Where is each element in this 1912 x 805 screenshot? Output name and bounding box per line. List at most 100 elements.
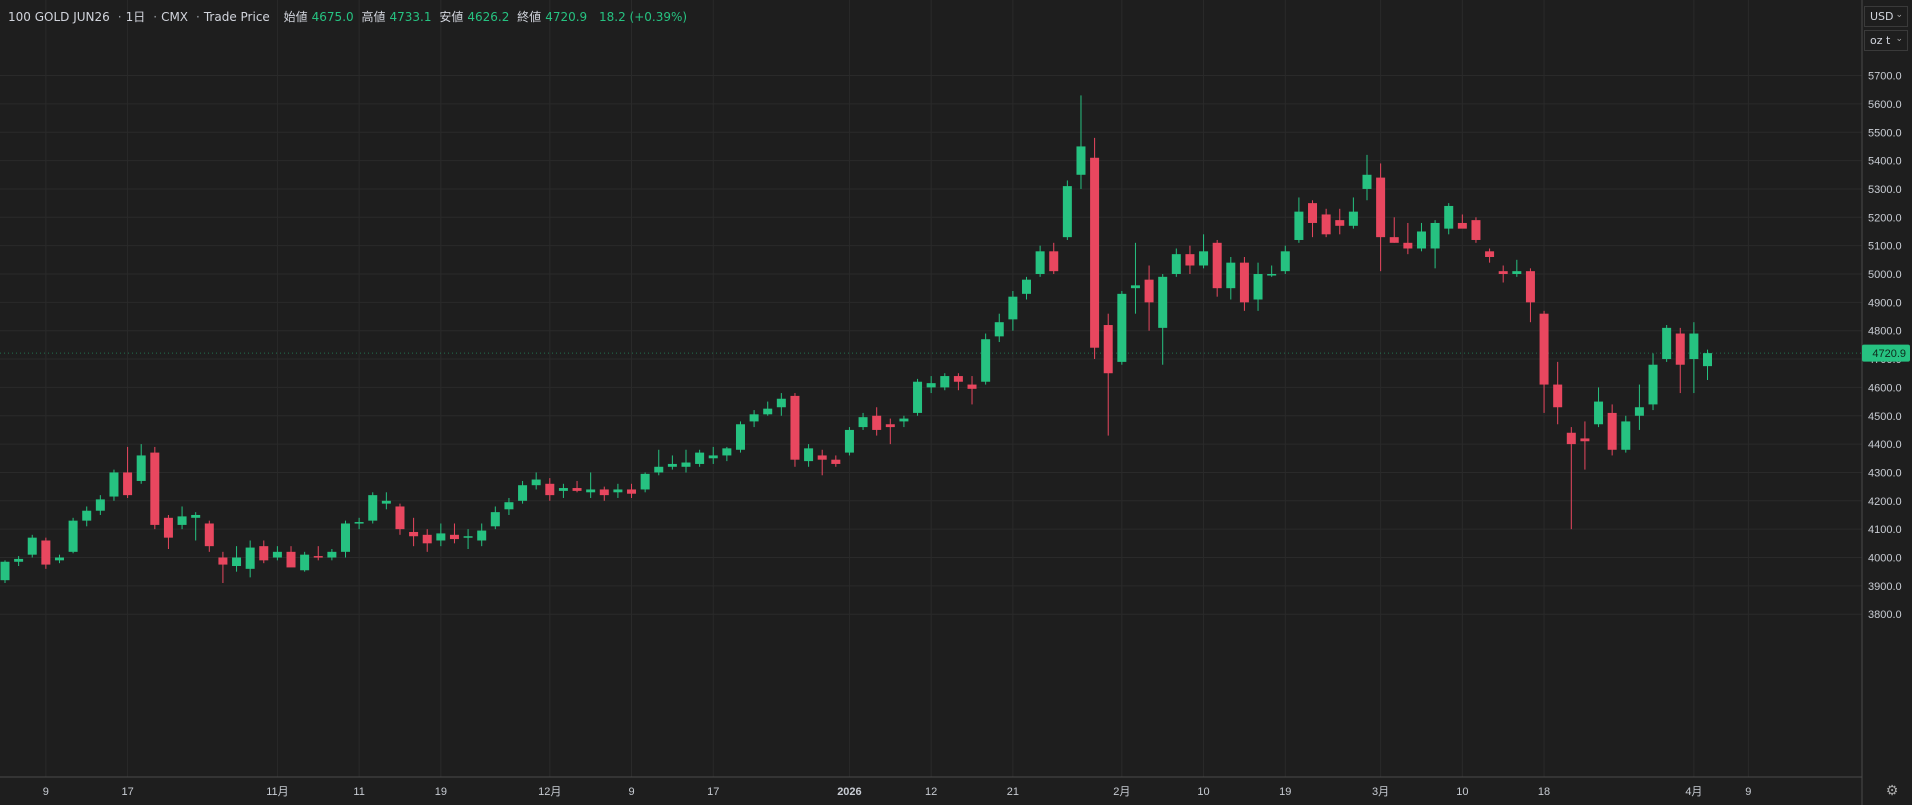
candle-body xyxy=(1485,251,1495,257)
candle-body xyxy=(1525,271,1535,303)
candle-body xyxy=(245,547,255,569)
settings-gear-icon[interactable]: ⚙ xyxy=(1885,783,1899,799)
candle xyxy=(232,546,242,572)
low-label: 安値 xyxy=(439,10,464,24)
candle-body xyxy=(449,534,459,540)
candle-body xyxy=(1253,274,1263,300)
x-tick-label: 2026 xyxy=(837,786,861,798)
high-value: 4733.1 xyxy=(389,10,432,24)
currency-dropdown[interactable]: USD ⌄ xyxy=(1864,6,1908,27)
candle xyxy=(1675,327,1685,394)
candle-body xyxy=(1648,364,1658,405)
candle xyxy=(1267,265,1277,277)
low-value: 4626.2 xyxy=(467,10,510,24)
candle xyxy=(667,455,677,470)
candle xyxy=(1703,349,1712,380)
candle-body xyxy=(1130,285,1140,289)
candle xyxy=(558,483,568,498)
candle xyxy=(95,495,105,515)
candle-body xyxy=(381,500,391,504)
candle-body xyxy=(136,455,146,481)
candle-body xyxy=(395,506,405,530)
candle xyxy=(913,378,923,416)
candle-body xyxy=(409,531,419,537)
unit-dropdown[interactable]: oz t ⌄ xyxy=(1864,30,1908,51)
candle xyxy=(123,446,133,498)
candle-body xyxy=(1607,412,1617,450)
candle-body xyxy=(1335,220,1345,226)
interval-label[interactable]: 1日 xyxy=(125,10,146,24)
candle xyxy=(395,503,405,535)
candle-body xyxy=(1226,262,1236,289)
x-tick-label: 11 xyxy=(353,786,364,798)
candle xyxy=(872,407,882,436)
candle xyxy=(967,376,977,405)
candle-body xyxy=(981,339,991,382)
candle-body xyxy=(885,424,895,428)
candle-body xyxy=(1022,279,1031,294)
candle-body xyxy=(1416,231,1426,249)
candle-body xyxy=(763,408,773,415)
candle xyxy=(504,497,514,515)
y-tick-label: 4800.0 xyxy=(1868,326,1902,338)
candle-body xyxy=(967,384,977,389)
symbol-name[interactable]: 100 GOLD JUN26 xyxy=(8,10,110,24)
candle xyxy=(1376,163,1386,272)
candle xyxy=(381,492,391,510)
x-tick-label: 9 xyxy=(43,786,49,798)
candle-body xyxy=(776,398,786,408)
candle-body xyxy=(1090,157,1100,348)
candle xyxy=(259,540,269,564)
candle-body xyxy=(1403,242,1413,249)
candle-body xyxy=(1580,438,1590,442)
candle-body xyxy=(1308,203,1318,223)
candle xyxy=(1158,274,1168,365)
candle-body xyxy=(1512,271,1522,274)
candle-body xyxy=(150,452,160,525)
candle-body xyxy=(341,523,350,552)
candle-body xyxy=(41,540,51,565)
candle xyxy=(1607,404,1617,456)
candle xyxy=(817,449,827,476)
candle xyxy=(1212,239,1222,297)
candle xyxy=(0,560,10,584)
candle xyxy=(1076,95,1086,189)
y-tick-label: 5200.0 xyxy=(1868,212,1902,224)
candle-body xyxy=(708,455,718,459)
x-tick-label: 10 xyxy=(1456,786,1468,798)
candle-body xyxy=(804,448,814,462)
candle xyxy=(1471,217,1481,243)
candle-body xyxy=(1280,251,1290,272)
candle-body xyxy=(490,512,500,527)
candle-body xyxy=(1566,432,1576,445)
candle-body xyxy=(1212,242,1222,289)
x-tick-label: 17 xyxy=(707,786,719,798)
candle-body xyxy=(1457,222,1467,229)
high-label: 高値 xyxy=(361,10,386,24)
candle xyxy=(27,534,37,558)
candle-body xyxy=(1471,220,1481,240)
candle xyxy=(41,537,51,569)
candle-body xyxy=(872,415,882,430)
y-tick-label: 5600.0 xyxy=(1868,99,1902,111)
y-tick-label: 3800.0 xyxy=(1868,609,1902,621)
unit-value: oz t xyxy=(1870,34,1891,47)
candle xyxy=(681,449,691,473)
candle xyxy=(545,478,555,501)
x-tick-label: 19 xyxy=(435,786,447,798)
candle xyxy=(313,546,323,561)
candle xyxy=(150,446,160,530)
candle-body xyxy=(1103,325,1113,374)
candle xyxy=(436,523,446,547)
y-tick-label: 5400.0 xyxy=(1868,156,1902,168)
y-axis-labels: 3800.0 3900.0 4000.0 4100.0 4200.0 4300.0 4400… xyxy=(1868,71,1902,622)
candle-body xyxy=(1553,384,1563,408)
candle-body xyxy=(191,514,201,518)
x-tick-label: 9 xyxy=(628,786,634,798)
candle xyxy=(1689,322,1699,394)
candle-body xyxy=(436,533,446,541)
candle xyxy=(572,480,582,493)
candle xyxy=(422,529,432,552)
candle-body xyxy=(1362,174,1372,189)
